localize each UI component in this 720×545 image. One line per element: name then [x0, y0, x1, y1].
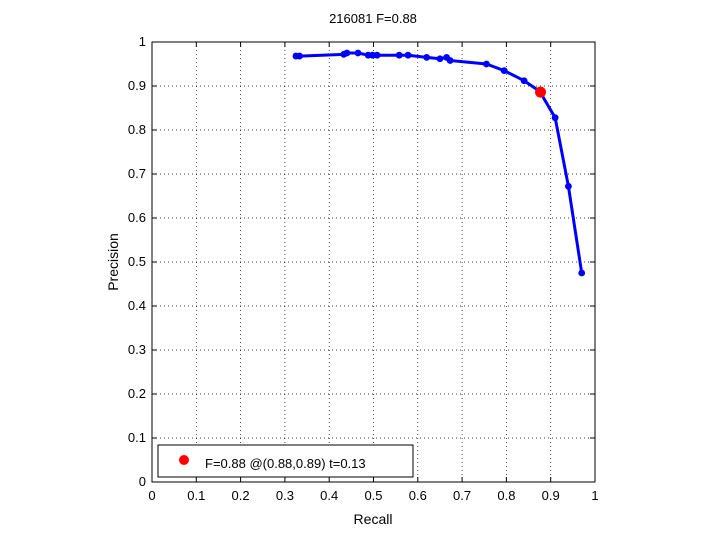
- x-tick-label: 0.2: [232, 488, 250, 503]
- x-tick-label: 0.7: [453, 488, 471, 503]
- legend-label: F=0.88 @(0.88,0.89) t=0.13: [205, 456, 366, 471]
- pr-curve-point: [565, 182, 572, 190]
- pr-curve-point: [578, 269, 586, 277]
- y-tick-label: 0.5: [128, 254, 146, 269]
- x-tick-label: 0.5: [364, 488, 382, 503]
- highlight-layer: [535, 86, 547, 98]
- x-tick-label: 0.8: [497, 488, 515, 503]
- pr-curve-point: [423, 54, 431, 61]
- x-tick-label: 0.3: [276, 488, 294, 503]
- pr-curve-point: [296, 52, 303, 60]
- pr-curve-point: [404, 51, 412, 59]
- x-axis-label: Recall: [354, 511, 393, 527]
- y-tick-label: 1: [139, 34, 146, 49]
- y-tick-label: 0.3: [128, 342, 146, 357]
- pr-curve-point: [446, 57, 454, 64]
- y-tick-label: 0.7: [128, 166, 146, 181]
- pr-curve-point: [436, 55, 444, 63]
- grid-lines: [152, 42, 595, 482]
- pr-curve-point: [500, 67, 508, 74]
- x-tick-label: 0.9: [542, 488, 560, 503]
- x-tick-label: 0.6: [409, 488, 427, 503]
- y-axis-label: Precision: [105, 233, 121, 291]
- y-tick-label: 0.4: [128, 298, 146, 313]
- pr-curve-point: [483, 60, 490, 68]
- x-tick-label: 0: [148, 488, 155, 503]
- y-tick-label: 0.8: [128, 122, 146, 137]
- pr-curve-point: [354, 49, 362, 57]
- pr-curve-point: [395, 51, 403, 59]
- pr-curve-point: [520, 77, 528, 85]
- y-tick-label: 0.9: [128, 78, 146, 93]
- best-f-point: [535, 86, 547, 98]
- y-tick-label: 0.2: [128, 386, 146, 401]
- x-tick-label: 0.1: [187, 488, 205, 503]
- x-axis-ticks: 0 0.1 0.2 0.3 0.4 0.5 0.6 0.7 0.8 0.9 1: [148, 42, 599, 503]
- y-tick-label: 0.1: [128, 430, 146, 445]
- pr-curve-point: [551, 114, 559, 122]
- pr-curve-point: [373, 51, 381, 59]
- x-tick-label: 1: [591, 488, 598, 503]
- chart-title: 216081 F=0.88: [329, 11, 417, 26]
- legend-marker: [179, 455, 189, 465]
- legend: F=0.88 @(0.88,0.89) t=0.13: [157, 444, 414, 478]
- y-tick-label: 0: [139, 474, 146, 489]
- series-layer: [292, 49, 586, 277]
- y-axis-ticks: 0 0.1 0.2 0.3 0.4 0.5 0.6 0.7 0.8 0.9 1: [128, 34, 595, 489]
- x-tick-label: 0.4: [320, 488, 338, 503]
- y-tick-label: 0.6: [128, 210, 146, 225]
- pr-curve-point: [343, 49, 351, 57]
- legend-frame: [157, 444, 414, 478]
